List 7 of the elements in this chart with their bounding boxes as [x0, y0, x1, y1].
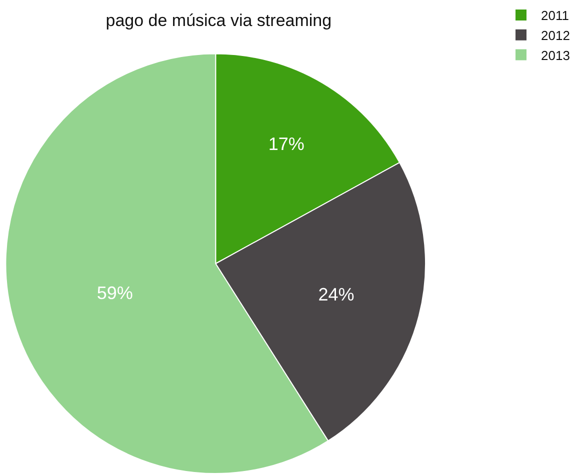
data-label: 59% [96, 282, 133, 303]
data-label: 24% [318, 284, 354, 305]
legend-label: 2013 [541, 48, 570, 63]
legend-label: 2012 [541, 28, 570, 43]
chart-title: pago de música via streaming [106, 11, 332, 30]
legend-label: 2011 [541, 8, 569, 24]
data-label: 17% [268, 134, 304, 154]
